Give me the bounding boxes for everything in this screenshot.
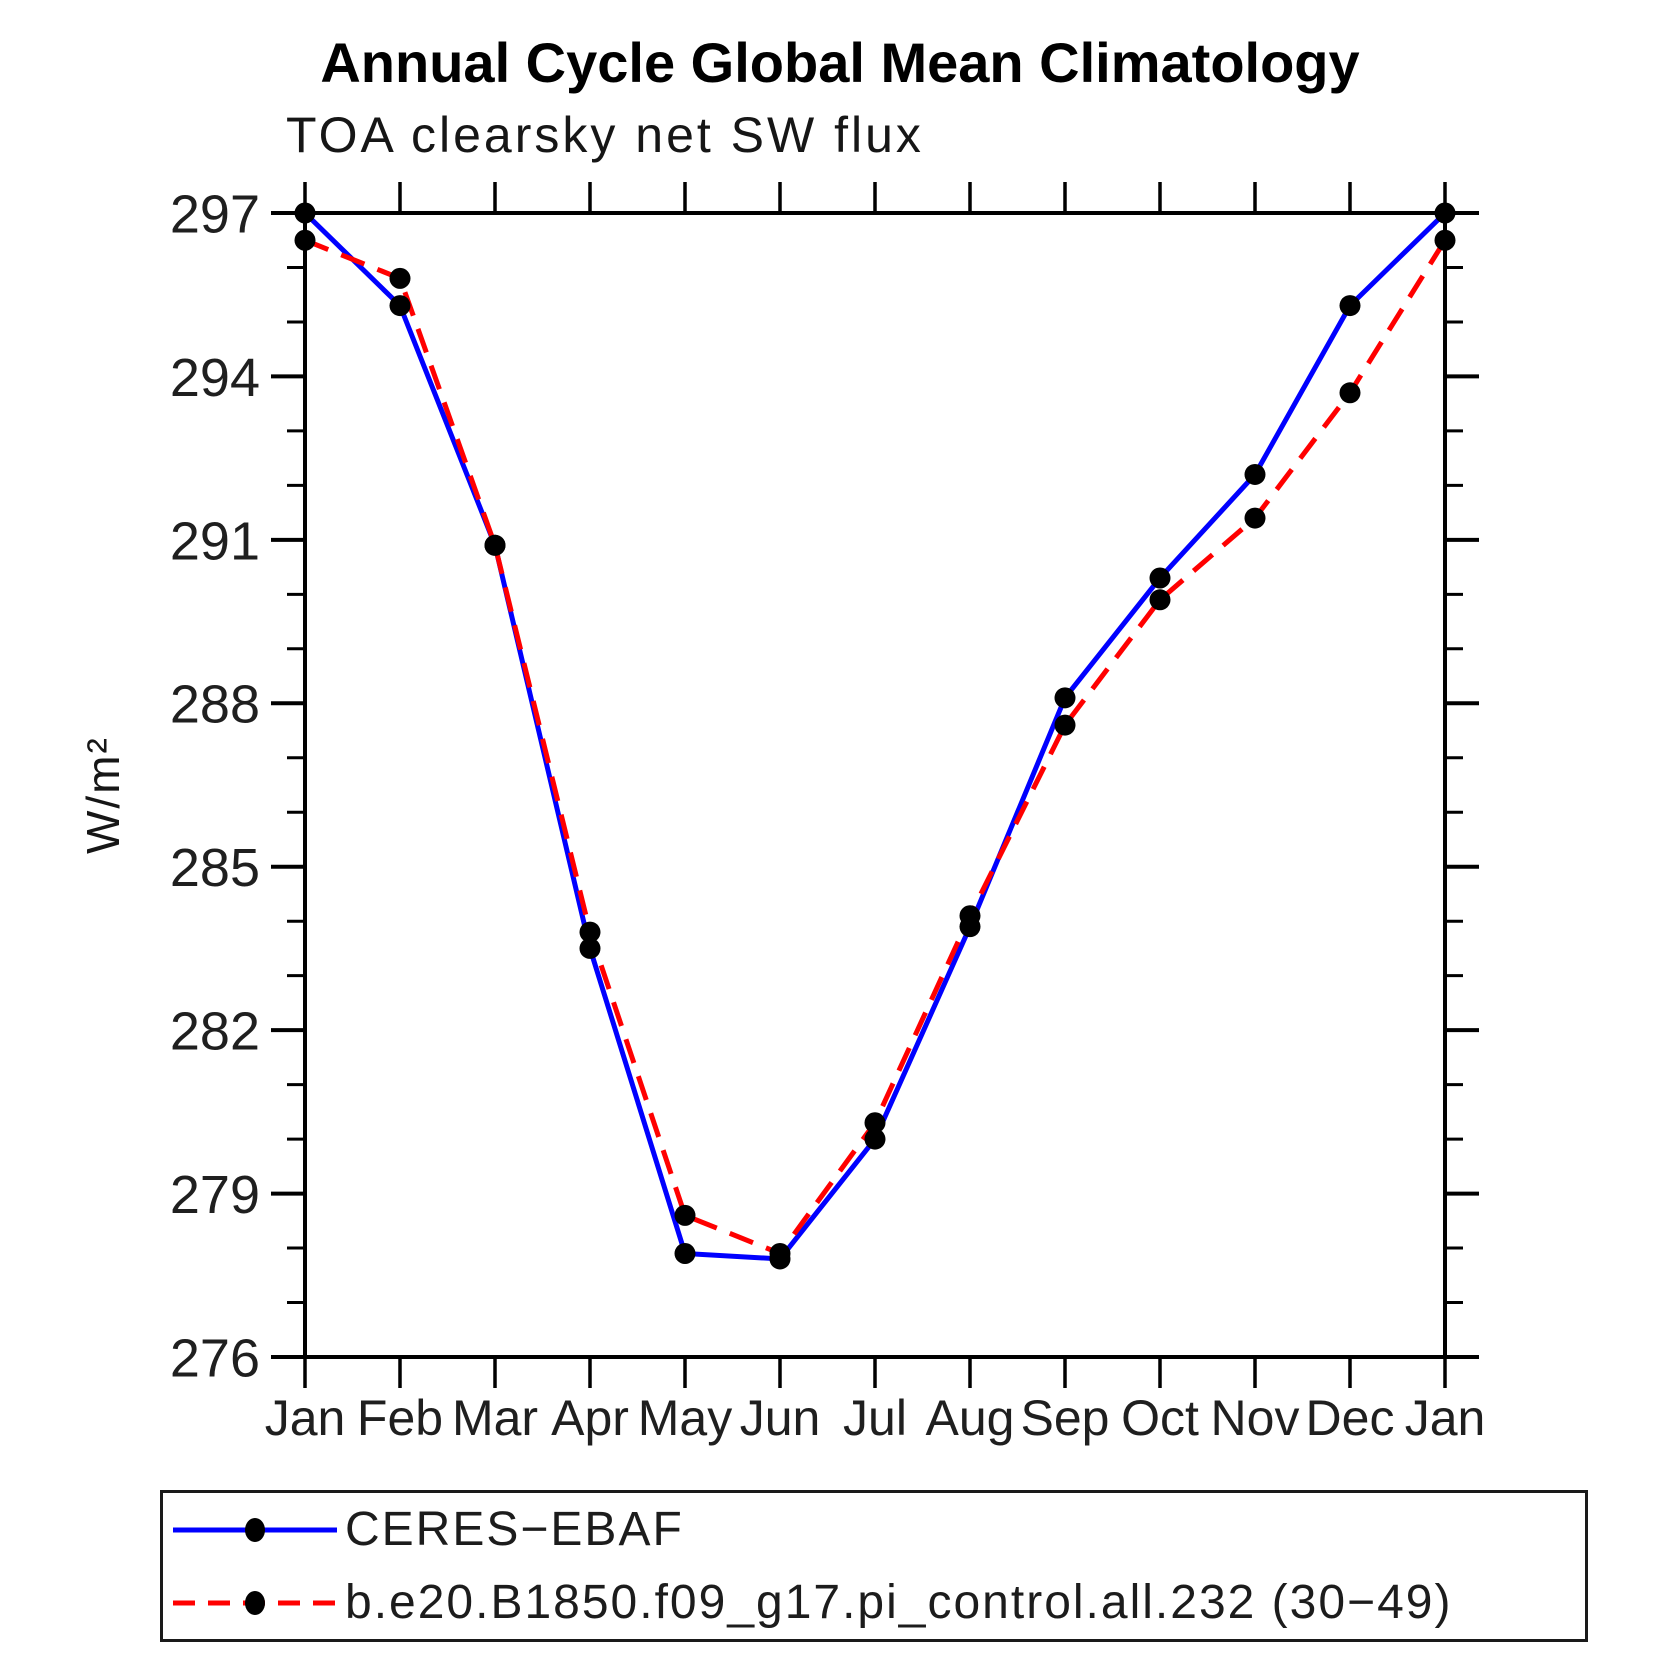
data-point-s0-m6 xyxy=(864,1128,886,1150)
x-tick-label: Dec xyxy=(1306,1390,1395,1446)
data-point-s0-m10 xyxy=(1244,463,1266,485)
data-point-s1-m8 xyxy=(1054,714,1076,736)
data-point-s0-m3 xyxy=(579,937,601,959)
x-tick-label: Mar xyxy=(452,1390,538,1446)
data-point-s1-m6 xyxy=(864,1112,886,1134)
series-line-1 xyxy=(304,237,1448,1257)
data-point-s1-m11 xyxy=(1339,382,1361,404)
data-point-s1-m7 xyxy=(959,905,981,927)
data-point-s0-m12 xyxy=(1434,202,1456,224)
data-point-s1-m10 xyxy=(1244,507,1266,529)
y-tick-label: 291 xyxy=(170,511,260,571)
x-tick-label: Jan xyxy=(1405,1390,1486,1446)
data-point-s0-m0 xyxy=(294,202,316,224)
chart-subtitle: TOA clearsky net SW flux xyxy=(286,107,924,163)
x-tick-label: Aug xyxy=(926,1390,1015,1446)
data-point-s1-m9 xyxy=(1149,589,1171,611)
y-tick-label: 282 xyxy=(170,1002,260,1062)
x-tick-label: May xyxy=(638,1390,732,1446)
legend-marker-1 xyxy=(245,1590,265,1615)
y-tick-label: 294 xyxy=(170,348,260,408)
y-tick-label: 276 xyxy=(170,1328,260,1388)
x-tick-label: Nov xyxy=(1211,1390,1300,1446)
y-tick-label: 279 xyxy=(170,1165,260,1225)
x-tick-label: Feb xyxy=(357,1390,443,1446)
data-point-s1-m3 xyxy=(579,921,601,943)
chart-title: Annual Cycle Global Mean Climatology xyxy=(320,31,1360,94)
x-tick-label: Sep xyxy=(1021,1390,1110,1446)
legend-item-ceres: CERES−EBAF xyxy=(163,1503,1585,1556)
legend-label-ceres: CERES−EBAF xyxy=(345,1503,684,1556)
plot-frame xyxy=(303,211,1447,1359)
x-tick-label: Oct xyxy=(1121,1390,1199,1446)
legend-line-sample-model xyxy=(173,1590,337,1615)
data-point-s1-m12 xyxy=(1434,229,1456,251)
y-tick-label: 285 xyxy=(170,838,260,898)
y-tick-label: 288 xyxy=(170,675,260,735)
y-tick-label: 297 xyxy=(170,184,260,244)
series-line-0 xyxy=(303,211,1447,1262)
legend-marker-0 xyxy=(245,1517,265,1542)
legend-item-model: b.e20.B1850.f09_g17.pi_control.all.232 (… xyxy=(163,1576,1585,1629)
x-tick-label: Apr xyxy=(551,1390,629,1446)
x-tick-label: Jan xyxy=(265,1390,346,1446)
data-point-s0-m1 xyxy=(389,295,411,317)
x-tick-label: Jun xyxy=(740,1390,821,1446)
data-point-s1-m5 xyxy=(769,1242,791,1264)
data-point-s0-m9 xyxy=(1149,567,1171,589)
legend-line-sample-ceres xyxy=(173,1517,337,1542)
x-tick-label: Jul xyxy=(843,1390,907,1446)
data-point-s1-m1 xyxy=(389,267,411,289)
data-point-s0-m11 xyxy=(1339,295,1361,317)
legend-label-model: b.e20.B1850.f09_g17.pi_control.all.232 (… xyxy=(345,1576,1453,1629)
data-point-s1-m2 xyxy=(484,534,506,556)
data-point-s1-m0 xyxy=(294,229,316,251)
data-point-s1-m4 xyxy=(674,1204,696,1226)
data-point-s0-m8 xyxy=(1054,687,1076,709)
data-point-s0-m4 xyxy=(674,1242,696,1264)
legend-box: CERES−EBAF b.e20.B1850.f09_g17.pi_contro… xyxy=(160,1490,1588,1642)
